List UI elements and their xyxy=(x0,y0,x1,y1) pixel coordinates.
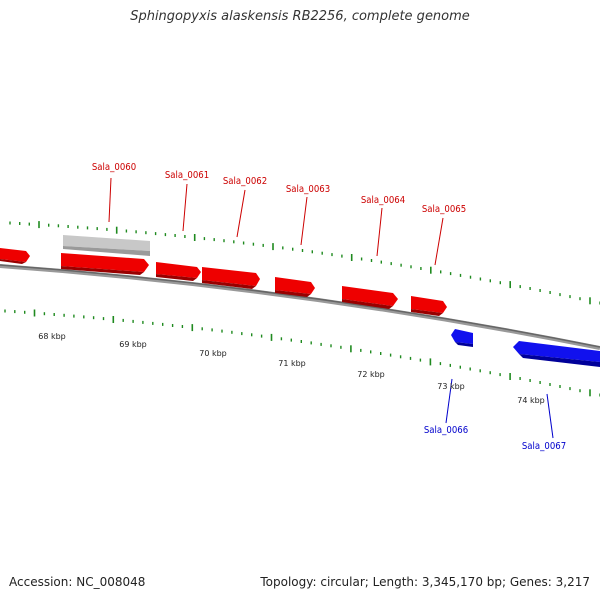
gene-arrow-sala-0067[interactable] xyxy=(513,341,600,367)
gene-label-sala-0067[interactable]: Sala_0067 xyxy=(522,441,566,452)
outer-tick-track xyxy=(9,221,600,305)
genome-backbone xyxy=(0,264,600,350)
gene-label-sala-0064[interactable]: Sala_0064 xyxy=(361,195,405,206)
gene-label-sala-0063[interactable]: Sala_0063 xyxy=(286,184,330,195)
gene-arrow-sala-0066[interactable] xyxy=(451,329,473,347)
inner-tick-track xyxy=(4,309,600,397)
kbp-label-71: 71 kbp xyxy=(278,359,306,368)
kbp-label-68: 68 kbp xyxy=(38,332,66,341)
kbp-label-70: 70 kbp xyxy=(199,349,227,358)
gene-arrow-sala-0063[interactable] xyxy=(275,277,315,297)
gene-label-leaders xyxy=(108,177,554,439)
kbp-label-73: 73 kbp xyxy=(437,382,465,391)
genome-backbone-edge xyxy=(0,264,600,348)
gene-arrow-sala-0061[interactable] xyxy=(156,262,201,281)
gene-arrow-sala-0062[interactable] xyxy=(202,267,260,289)
gene-arrow-sala-0060[interactable] xyxy=(61,253,149,275)
kbp-label-72: 72 kbp xyxy=(357,370,385,379)
gene-arrow-sala-0065[interactable] xyxy=(411,296,447,316)
gene-label-sala-0061[interactable]: Sala_0061 xyxy=(165,170,209,181)
genome-summary-text: Topology: circular; Length: 3,345,170 bp… xyxy=(260,575,590,589)
kbp-label-74: 74 kbp xyxy=(517,396,545,405)
gene-label-sala-0060[interactable]: Sala_0060 xyxy=(92,162,136,173)
kbp-label-69: 69 kbp xyxy=(119,340,147,349)
gene-arrow-left-partial[interactable] xyxy=(0,248,30,264)
gene-label-sala-0062[interactable]: Sala_0062 xyxy=(223,176,267,187)
accession-text: Accession: NC_008048 xyxy=(9,575,146,589)
genome-title: Sphingopyxis alaskensis RB2256, complete… xyxy=(130,9,470,24)
gene-label-sala-0065[interactable]: Sala_0065 xyxy=(422,204,466,215)
pseudo-gene-block[interactable] xyxy=(63,235,150,256)
gene-label-sala-0066[interactable]: Sala_0066 xyxy=(424,425,468,436)
gene-arrow-sala-0064[interactable] xyxy=(342,286,398,309)
